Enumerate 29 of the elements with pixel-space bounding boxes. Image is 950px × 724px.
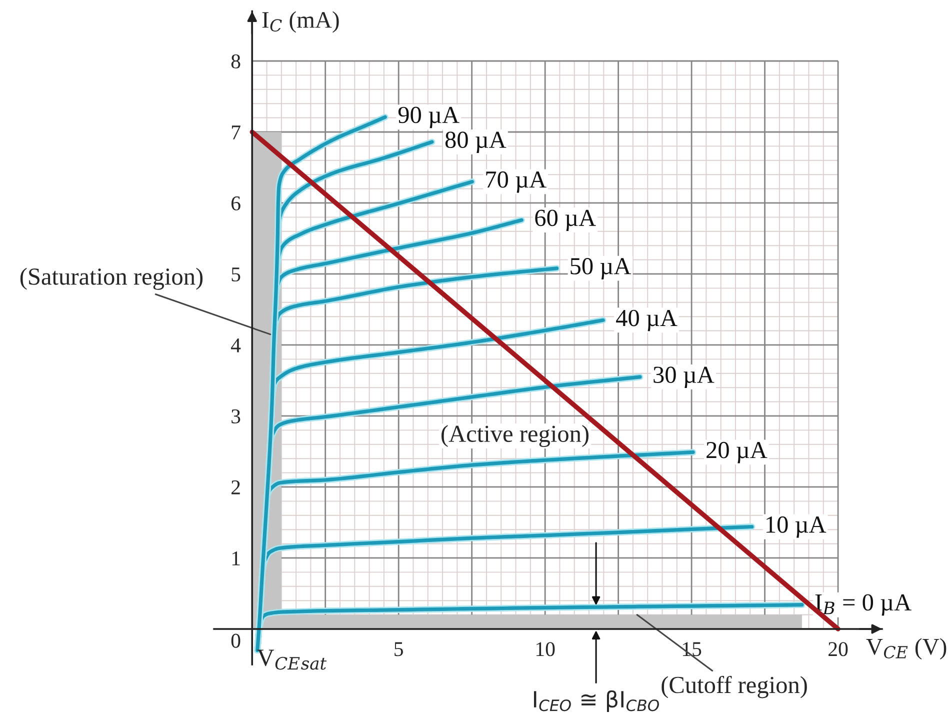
- x-tick-label: 10: [536, 642, 555, 656]
- x-tick-label: 20: [828, 642, 848, 656]
- series-label: 70 µA: [486, 171, 546, 193]
- y-tick-label: 3: [232, 409, 240, 424]
- annotation: (Saturation region): [20, 268, 203, 290]
- annotation: (Active region): [442, 424, 589, 448]
- x-tick-label: 15: [682, 642, 702, 656]
- y-tick-label: 4: [231, 338, 241, 352]
- series-label: 40 µA: [616, 310, 678, 332]
- series-label: 60 µA: [535, 210, 596, 232]
- y-tick-label: 6: [231, 196, 240, 210]
- y-tick-label: 8: [231, 54, 240, 68]
- y-axis-title: I$_{C}$ (mA): [262, 11, 339, 33]
- series-label: 30 µA: [654, 366, 714, 388]
- annotation: V$_{CEsat}$: [257, 650, 327, 670]
- y-tick-label: 0: [231, 634, 240, 648]
- series-label: 50 µA: [570, 258, 632, 280]
- series-label: 20 µA: [706, 442, 768, 464]
- annotation: I$_{CEO}$ ≅ βI$_{CBO}$: [534, 690, 659, 712]
- y-tick-label: 7: [232, 126, 240, 140]
- annotation: (Cutoff region): [662, 676, 807, 698]
- y-tick-label: 1: [232, 551, 240, 566]
- y-tick-label: 2: [232, 480, 240, 494]
- series-label: 90 µA: [398, 106, 460, 128]
- series-label: 80 µA: [445, 132, 506, 153]
- x-tick-label: 5: [394, 642, 403, 656]
- x-axis-title: V$_{CE}$ (V): [866, 638, 946, 660]
- series-label: 10 µA: [766, 516, 826, 538]
- y-tick-label: 5: [232, 268, 240, 282]
